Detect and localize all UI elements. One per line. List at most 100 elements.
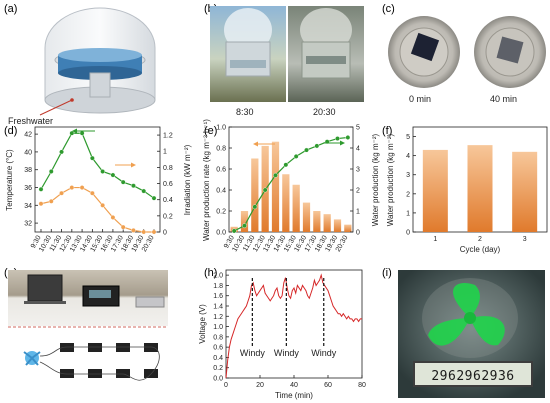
dish-time-end: 40 min xyxy=(490,94,517,104)
chart-f-bar xyxy=(512,151,538,232)
outdoor-photos: 8:30 20:30 xyxy=(210,6,364,117)
chart-d-point xyxy=(110,172,116,178)
chart-e-ytick-label: 1.0 xyxy=(216,125,226,132)
chart-e-bar xyxy=(333,219,342,232)
chart-d-point xyxy=(141,188,147,194)
chart-d-point xyxy=(120,224,126,230)
panel-label-h: (h) xyxy=(204,267,217,279)
panel-label-d: (d) xyxy=(4,125,17,137)
chart-e-bar xyxy=(251,158,259,232)
freshwater-label: Freshwater xyxy=(8,116,53,126)
fan-blade xyxy=(428,318,470,346)
chart-h-ytick-label: 0.0 xyxy=(213,376,223,383)
chart-h-xtick-label: 60 xyxy=(324,382,332,389)
chart-f-xtick-label: 2 xyxy=(478,236,482,243)
chart-d-y2tick-label: 0.4 xyxy=(163,197,173,204)
chart-d-point xyxy=(59,190,64,196)
chart-d-ytick-label: 42 xyxy=(24,132,32,139)
chart-h-ytick-label: 0.2 xyxy=(213,365,223,372)
chart-d-y2tick-label: 1 xyxy=(163,149,167,156)
chart-d-point xyxy=(100,169,106,174)
chart-h-windy-label: Windy xyxy=(240,348,266,358)
chart-e-ylabel: Water production rate (kg m⁻² h⁻¹) xyxy=(202,119,211,241)
chart-f-ytick-label: 1 xyxy=(406,210,410,217)
chart-e-point xyxy=(231,228,237,234)
chart-e-bar xyxy=(282,174,290,232)
device-schematic: Freshwater xyxy=(8,7,156,126)
fan-blade xyxy=(470,316,505,346)
chart-d-point xyxy=(89,190,95,196)
chart-h-windy-label: Windy xyxy=(274,348,300,358)
chart-d-point xyxy=(79,185,85,190)
chart-d-point xyxy=(131,183,136,189)
chart-e-point xyxy=(242,223,247,229)
chart-d-point xyxy=(120,179,126,185)
chart-e-ytick-label: 0.8 xyxy=(216,146,226,153)
chart-d-point xyxy=(89,155,95,161)
chart-h-ytick-label: 0.4 xyxy=(213,355,223,362)
chart-d-ytick-label: 38 xyxy=(24,167,32,174)
chart-f-bar xyxy=(467,145,493,232)
chart-e-y2tick-label: 2 xyxy=(356,188,360,195)
chart-f-ytick-label: 5 xyxy=(406,134,410,141)
chart-f-xtick-label: 3 xyxy=(523,236,527,243)
chart-e-bar xyxy=(292,184,300,232)
chart-h-xtick-label: 0 xyxy=(224,382,228,389)
chart-d-point xyxy=(131,227,136,233)
chart-d-point xyxy=(151,229,157,235)
chart-h-xtick-label: 20 xyxy=(256,382,264,389)
chart-e-point xyxy=(293,153,299,159)
chart-e-bar xyxy=(302,202,311,232)
counter-display: 2962962936 xyxy=(431,369,514,384)
chart-d-series-line xyxy=(40,186,154,233)
chart-d-y2label: Irradiation (kW m⁻²) xyxy=(183,144,192,215)
chart-e-point xyxy=(252,204,258,210)
chart-e-bar xyxy=(313,211,321,232)
panel-label-c: (c) xyxy=(382,3,395,15)
chart-e-bar xyxy=(271,141,280,232)
chart-d-y2tick-label: 0.8 xyxy=(163,165,173,172)
chart-h-ytick-label: 1.6 xyxy=(213,293,223,300)
photo-time-morning: 8:30 xyxy=(236,107,254,117)
chart-d-point xyxy=(48,169,54,174)
chart-h-ylabel: Voltage (V) xyxy=(198,304,207,344)
chart-h-windy-label: Windy xyxy=(311,348,337,358)
chart-e-point xyxy=(345,135,351,140)
chart-d-frame xyxy=(34,126,161,233)
chart-d: 32343638404200.20.40.60.811.29:3010:3011… xyxy=(5,126,192,253)
chart-f-xtick-label: 1 xyxy=(433,236,437,243)
chart-e-ytick-label: 0.2 xyxy=(216,209,226,216)
chart-h-xtick-label: 80 xyxy=(358,382,366,389)
chart-e: 0.00.20.40.60.81.00123459:3010:3011:3012… xyxy=(202,119,380,253)
chart-f-ytick-label: 4 xyxy=(406,153,410,160)
chart-h-series-line xyxy=(225,273,362,379)
chart-d-point xyxy=(69,130,75,136)
chart-h-ytick-label: 1.0 xyxy=(213,324,223,331)
chart-e-point xyxy=(335,136,340,141)
chart-e-frame xyxy=(228,126,354,233)
chart-f: 0 1 2 3 4 5 1 2 3 Water production (kg m⁻²) Cycl… xyxy=(386,126,548,254)
chart-d-point xyxy=(59,149,64,155)
chart-d-point xyxy=(38,201,44,207)
chart-d-point xyxy=(38,186,44,192)
chart-e-point xyxy=(283,162,289,168)
chart-h-ytick-label: 0.6 xyxy=(213,345,223,352)
dish-time-start: 0 min xyxy=(409,94,431,104)
chart-e-point xyxy=(314,143,320,149)
power-demo-photo xyxy=(8,270,168,390)
dish-photos: 0 min 40 min xyxy=(388,16,546,104)
chart-d-y2tick-label: 0.6 xyxy=(163,181,173,188)
panel-label-a: (a) xyxy=(4,3,17,15)
chart-e-point xyxy=(262,187,268,193)
chart-f-xlabel: Cycle (day) xyxy=(460,245,501,254)
fan-photo: 2962962936 xyxy=(398,270,545,398)
chart-e-point xyxy=(273,172,278,178)
panel-label-e: (e) xyxy=(204,125,217,137)
chart-h-ytick-label: 2.0 xyxy=(213,273,223,280)
chart-f-ylabel: Water production (kg m⁻²) xyxy=(386,133,395,226)
chart-f-ytick-label: 0 xyxy=(406,230,410,237)
chart-d-y2tick-label: 1.2 xyxy=(163,133,173,140)
chart-d-y2tick-label: 0.2 xyxy=(163,213,173,220)
chart-h-xtick-label: 40 xyxy=(290,382,298,389)
